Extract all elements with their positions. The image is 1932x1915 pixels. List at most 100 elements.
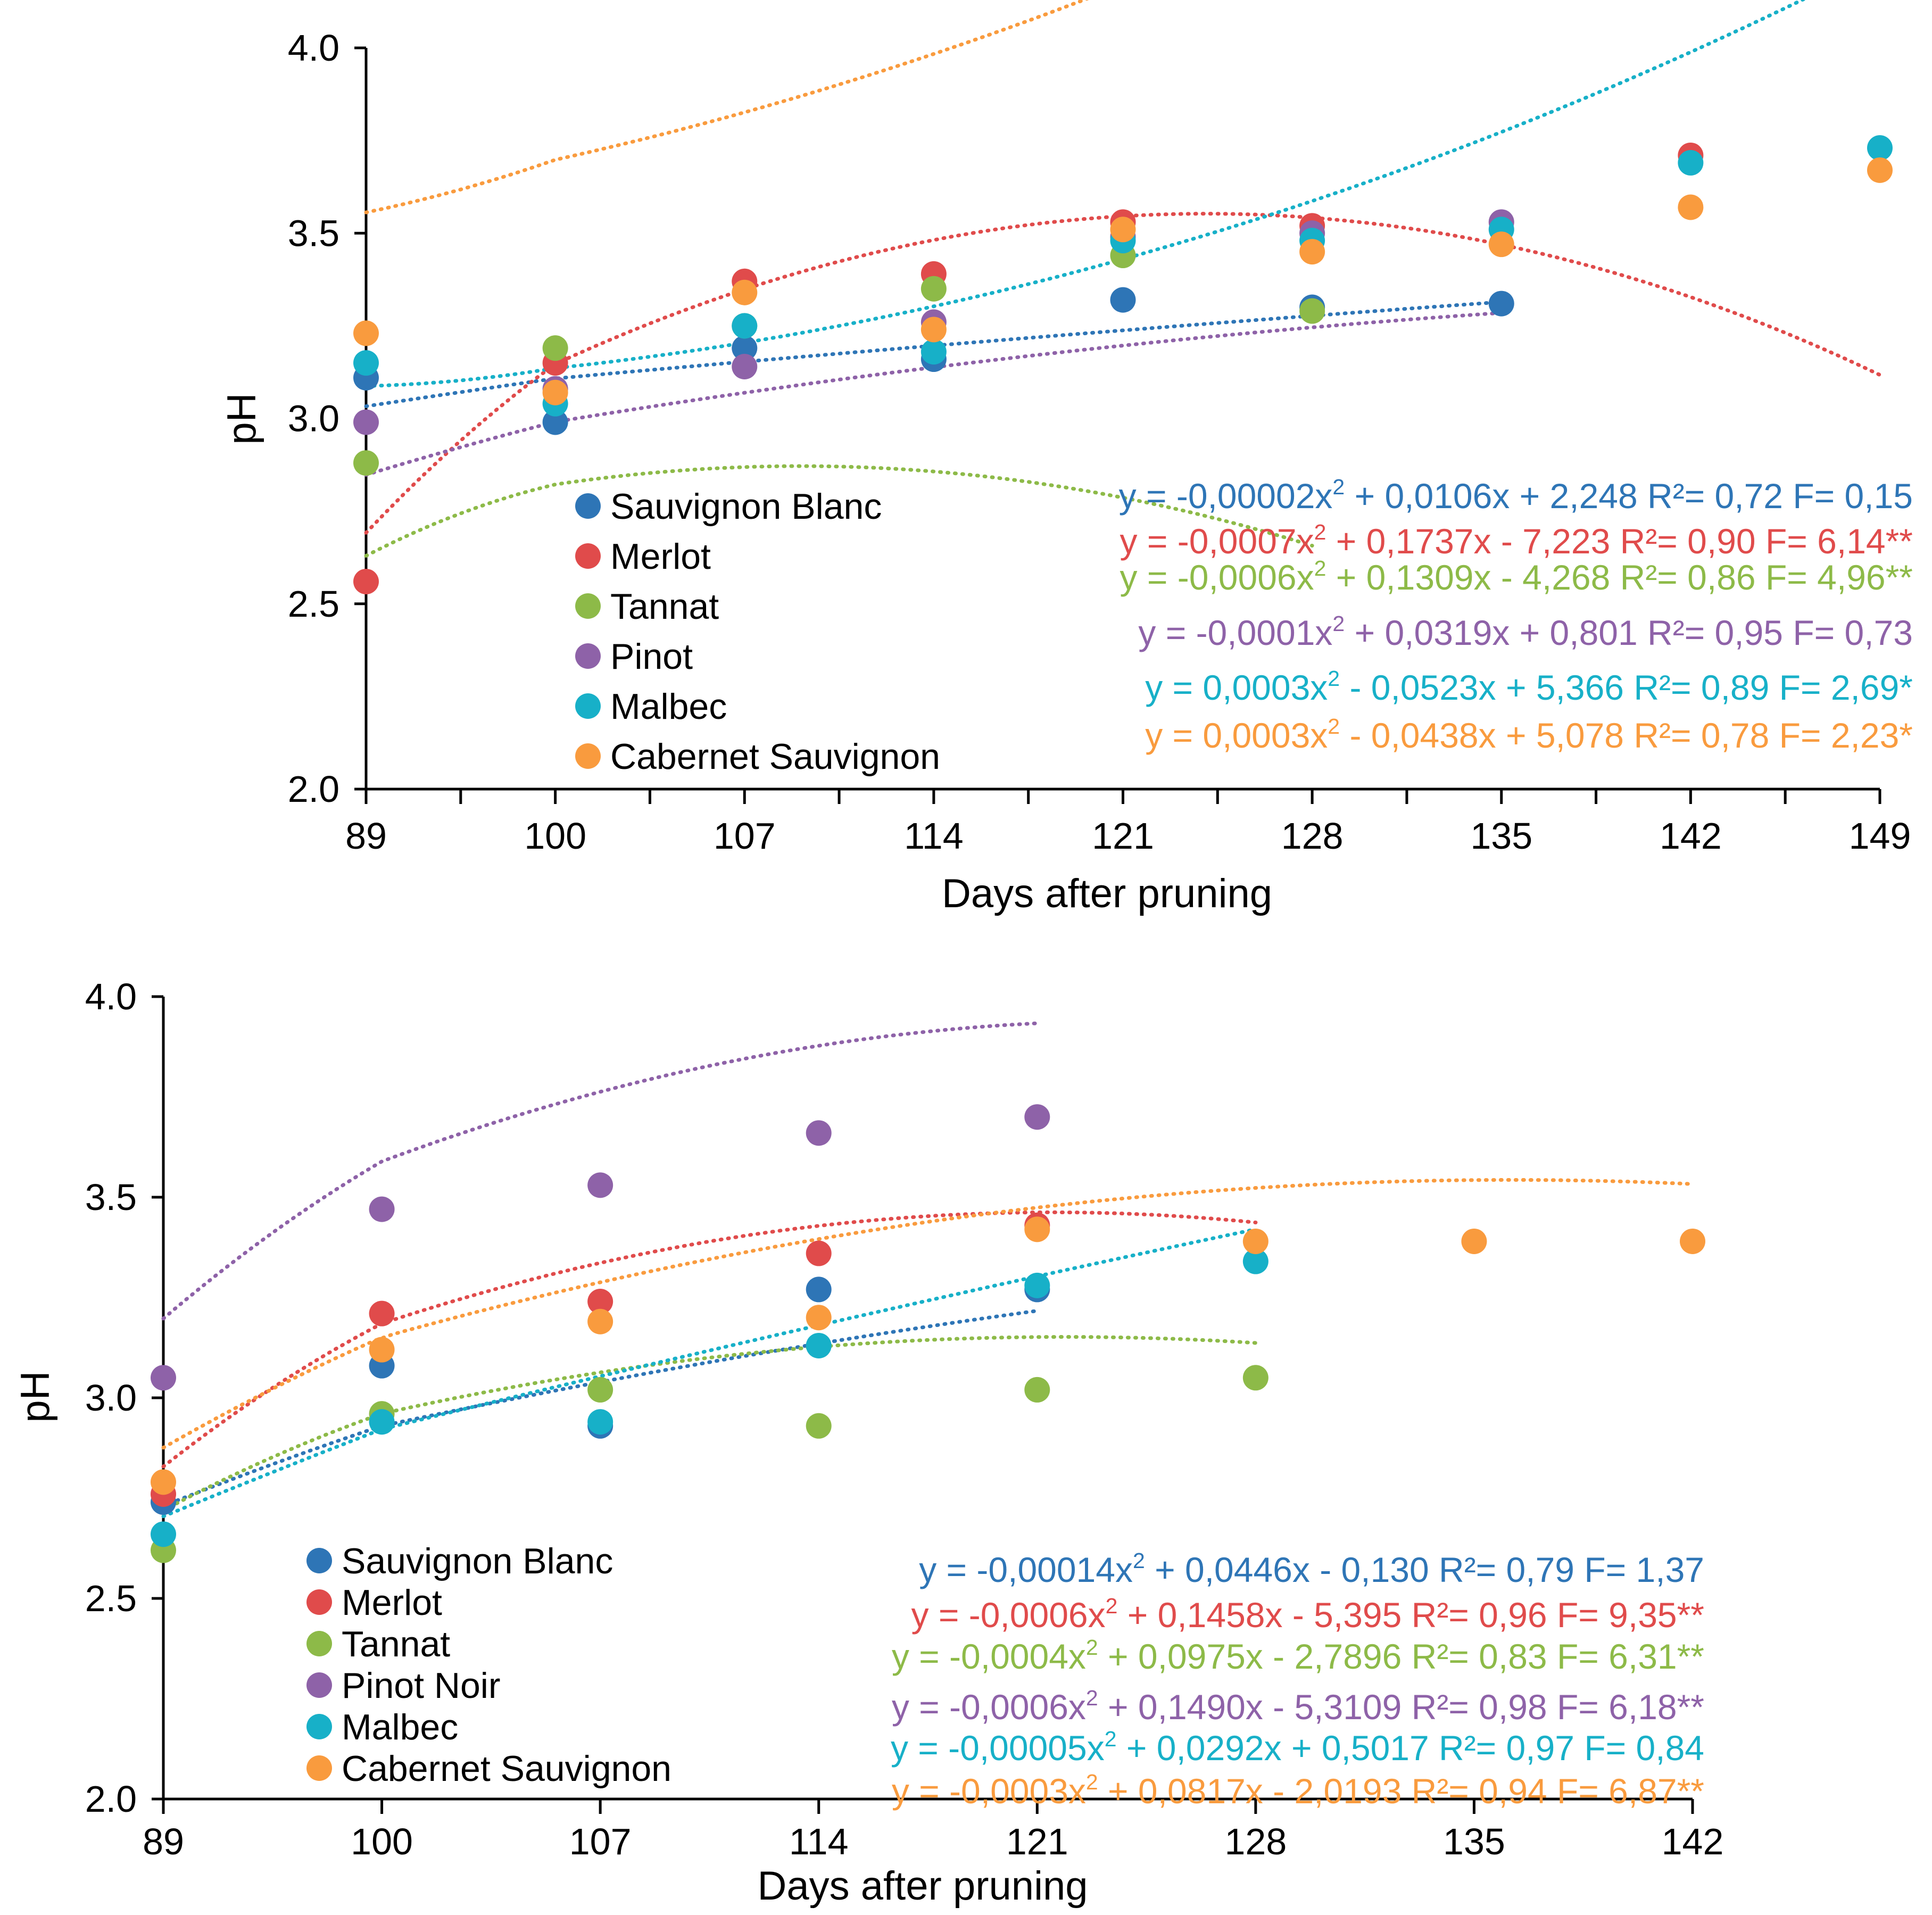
data-point-cabernet-sauvignon [1680,1228,1705,1254]
equation-part: + 0,0106x + 2,248 R²= 0,72 F= 0,15 [1345,476,1913,516]
equation-part: y = -0,0006x [1120,558,1314,597]
data-point-pinot-noir [806,1120,832,1146]
data-point-sauvignon-blanc [1488,291,1514,317]
equation-superscript: 2 [1105,1727,1117,1751]
data-point-cabernet-sauvignon [806,1305,832,1331]
fit-equation: y = -0,0007x2 + 0,1737x - 7,223 R²= 0,90… [1120,520,1913,561]
equation-part: + 0,0319x + 0,801 R²= 0,95 F= 0,73 [1345,613,1913,652]
fit-equation: y = -0,00002x2 + 0,0106x + 2,248 R²= 0,7… [1119,475,1913,516]
legend-marker [575,643,601,669]
y-axis-title: pH [13,1371,58,1422]
equation-part: + 0,0446x - 0,130 R²= 0,79 F= 1,37 [1145,1550,1704,1589]
x-tick-label: 142 [1662,1821,1724,1862]
x-tick-label: 107 [714,815,776,857]
data-point-tannat [1299,298,1325,324]
y-tick-label: 3.0 [85,1377,137,1419]
data-point-cabernet-sauvignon [1242,1228,1268,1254]
legend-marker [575,693,601,719]
trendline-tannat [364,464,1314,558]
equation-superscript: 2 [1332,611,1345,636]
y-tick-label: 2.0 [288,768,339,810]
trendline-tannat [161,1334,1258,1512]
equation-superscript: 2 [1106,1594,1118,1618]
equation-part: y = -0,0003x [892,1771,1086,1811]
legend-marker [575,743,601,769]
legend-label: Malbec [342,1707,458,1747]
fit-equation: y = 0,0003x2 - 0,0523x + 5,366 R²= 0,89 … [1145,666,1913,707]
legend-marker [306,1672,332,1698]
legend-label: Cabernet Sauvignon [610,736,940,777]
data-point-malbec [1242,1248,1268,1274]
x-axis-title: Days after pruning [758,1863,1088,1909]
data-point-malbec [587,1409,613,1435]
data-point-cabernet-sauvignon [369,1337,395,1363]
data-point-pinot [353,409,379,435]
equation-part: - 0,0438x + 5,078 R²= 0,78 F= 2,23* [1340,716,1913,755]
y-tick-label: 3.0 [288,398,339,440]
trendline-malbec [161,1227,1258,1519]
data-point-malbec [369,1409,395,1435]
x-tick-label: 100 [524,815,586,857]
data-point-pinot [732,353,758,379]
trendline-pinot-noir [161,1021,1039,1321]
data-point-malbec [1867,135,1893,161]
x-tick-label: 128 [1224,1821,1287,1862]
x-axis-title: Days after pruning [942,871,1272,916]
data-point-pinot-noir [587,1172,613,1198]
x-tick-label: 107 [569,1821,632,1862]
data-point-cabernet-sauvignon [1678,194,1704,220]
y-tick-label: 4.0 [85,976,137,1017]
data-point-malbec [1678,150,1704,176]
equation-superscript: 2 [1314,556,1326,581]
data-point-tannat [1024,1377,1050,1403]
equation-superscript: 2 [1332,475,1345,499]
legend-marker [306,1755,332,1781]
y-tick-label: 3.5 [85,1176,137,1218]
data-point-tannat [921,276,947,302]
equation-superscript: 2 [1086,1635,1098,1660]
legend-marker [306,1631,332,1656]
legend-label: Malbec [610,686,727,727]
data-point-malbec [1024,1272,1050,1298]
equation-superscript: 2 [1086,1686,1098,1710]
data-point-pinot-noir [369,1196,395,1222]
data-point-pinot-noir [151,1365,176,1391]
data-point-cabernet-sauvignon [1488,231,1514,258]
data-point-merlot [369,1300,395,1327]
equation-part: y = -0,0004x [892,1637,1086,1676]
legend-marker [306,1589,332,1615]
equation-part: y = -0,00005x [891,1728,1105,1768]
trendline-malbec [364,0,1806,388]
equation-superscript: 2 [1328,714,1340,739]
data-point-malbec [806,1332,832,1358]
data-point-cabernet-sauvignon [587,1308,613,1334]
data-point-cabernet-sauvignon [1024,1216,1050,1242]
x-tick-label: 121 [1006,1821,1068,1862]
legend-label: Cabernet Sauvignon [342,1748,671,1789]
x-tick-label: 89 [143,1821,184,1862]
chart-bottom: 2.0 2.5 3.0 3.5 4.0 89 100 107 114 121 128 135 142 Da… [13,976,1723,1909]
fit-equation: y = -0,0006x2 + 0,1458x - 5,395 R²= 0,96… [911,1594,1704,1635]
chart-top: 2.0 2.5 3.0 3.5 4.0 89 100 107 114 121 128 135 142 14… [219,0,1913,916]
legend-marker [575,593,601,619]
data-point-cabernet-sauvignon [1299,239,1325,265]
legend-label: Sauvignon Blanc [342,1541,613,1581]
data-point-malbec [151,1521,176,1547]
equation-part: y = -0,0006x [892,1687,1086,1727]
x-tick-label: 89 [345,815,387,857]
y-tick-label: 2.5 [85,1578,137,1619]
fit-equation: y = -0,0003x2 + 0,0817x - 2,0193 R²= 0,9… [892,1770,1704,1811]
equation-part: y = -0,00014x [919,1550,1133,1589]
data-point-tannat [806,1413,832,1439]
equation-part: + 0,1458x - 5,395 R²= 0,96 F= 9,35** [1117,1595,1704,1635]
data-point-tannat [1242,1365,1268,1391]
trendline-cabernet-sauvignon [364,0,1089,214]
fit-equation: y = 0,0003x2 - 0,0438x + 5,078 R²= 0,78 … [1145,714,1913,755]
equation-part: y = 0,0003x [1145,668,1328,707]
legend-label: Sauvignon Blanc [610,486,882,527]
x-tick-label: 142 [1660,815,1722,857]
legend-marker [575,543,601,569]
data-point-cabernet-sauvignon [1110,217,1136,243]
trendline-cabernet-sauvignon [161,1178,1695,1450]
